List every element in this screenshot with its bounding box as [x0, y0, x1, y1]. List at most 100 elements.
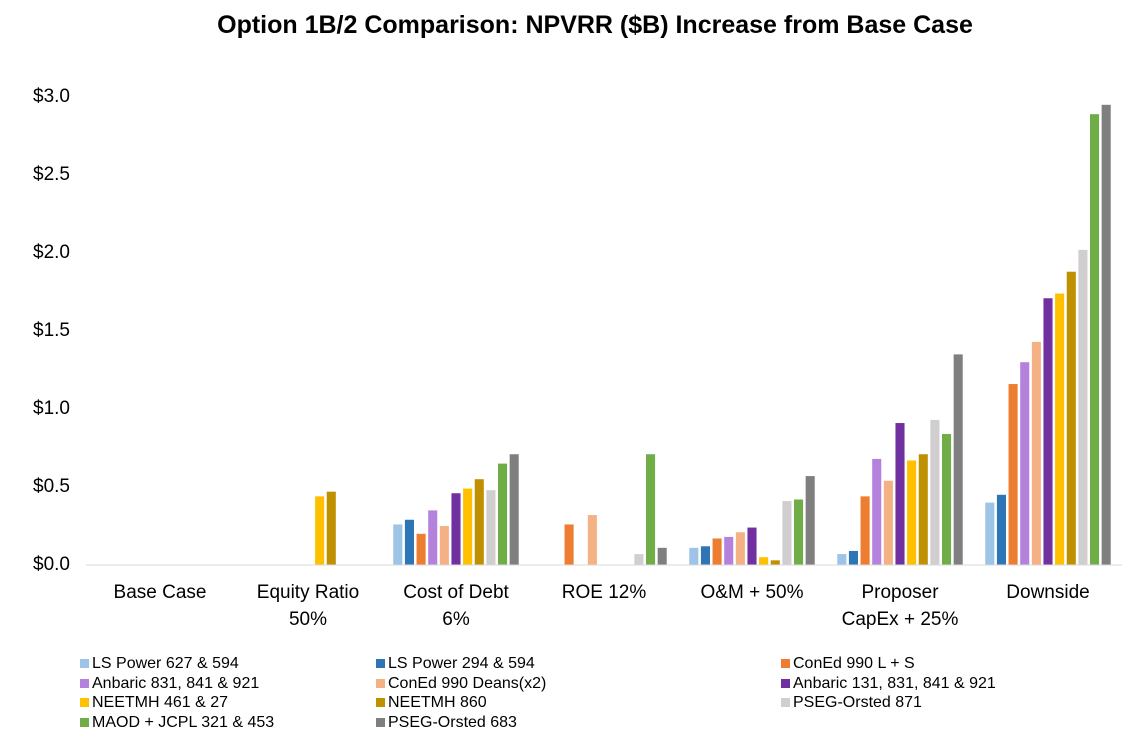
bar	[315, 496, 325, 565]
legend-label: Anbaric 831, 841 & 921	[92, 674, 260, 692]
bar	[942, 433, 952, 565]
legend-swatch	[376, 698, 385, 707]
y-tick-label: $2.5	[33, 164, 70, 185]
bar	[509, 454, 519, 565]
bar	[428, 510, 438, 565]
bar	[439, 526, 449, 565]
bar	[1055, 293, 1065, 565]
legend-entry: Anbaric 831, 841 & 921	[80, 674, 259, 693]
legend-label: ConEd 990 Deans(x2)	[388, 674, 547, 692]
y-tick-label: $0.5	[33, 476, 70, 497]
bar	[1020, 362, 1030, 565]
legend-entry: LS Power 294 & 594	[376, 654, 535, 673]
x-tick-label: ROE 12%	[561, 582, 647, 603]
legend-entry: NEETMH 461 & 27	[80, 693, 228, 712]
legend-swatch	[781, 678, 790, 688]
bar	[872, 458, 882, 565]
x-tick-label: Downside	[1006, 582, 1090, 603]
bar	[498, 463, 508, 565]
legend-entry: LS Power 627 & 594	[80, 654, 239, 673]
bar	[918, 454, 928, 565]
bar	[848, 550, 858, 565]
legend-swatch	[376, 659, 385, 668]
legend-entry: ConEd 990 Deans(x2)	[376, 674, 546, 693]
legend-swatch	[376, 717, 385, 727]
bar	[486, 490, 496, 565]
x-tick-label: Cost of Debt 6%	[403, 582, 509, 630]
bar	[587, 515, 597, 565]
legend-entry: MAOD + JCPL 321 & 453	[80, 713, 274, 732]
x-tick-label: Base Case	[113, 582, 207, 603]
legend-label: NEETMH 860	[388, 694, 487, 711]
bar	[634, 554, 644, 565]
bar	[1008, 384, 1018, 565]
bar	[837, 554, 847, 565]
bar	[564, 524, 574, 565]
bar	[451, 493, 461, 565]
legend-label: NEETMH 461 & 27	[92, 694, 229, 711]
x-tick-label: Equity Ratio 50%	[256, 582, 360, 630]
bar	[646, 454, 656, 565]
bar	[1043, 298, 1053, 565]
bar	[860, 496, 870, 565]
bar	[1078, 249, 1088, 565]
y-tick-label: $0.0	[33, 554, 70, 575]
bar	[1090, 114, 1100, 565]
bar	[735, 532, 745, 565]
bar	[930, 419, 940, 565]
y-tick-label: $3.0	[33, 86, 70, 107]
bar	[985, 502, 995, 565]
bar	[883, 480, 893, 565]
y-tick-label: $1.0	[33, 398, 70, 419]
legend-label: ConEd 990 L + S	[793, 655, 915, 672]
bar	[712, 538, 722, 565]
bar	[805, 476, 815, 565]
bar	[782, 501, 792, 565]
bar	[895, 423, 905, 565]
legend-label: MAOD + JCPL 321 & 453	[92, 713, 275, 731]
legend-swatch	[80, 678, 89, 688]
legend-label: LS Power 627 & 594	[92, 655, 239, 672]
bar	[474, 479, 484, 565]
x-tick-label: Proposer CapEx + 25%	[841, 582, 959, 630]
bar	[463, 488, 473, 565]
bar	[794, 499, 804, 565]
chart-title: Option 1B/2 Comparison: NPVRR ($B) Incre…	[217, 11, 973, 39]
legend-entry: NEETMH 860	[376, 693, 487, 712]
y-tick-label: $1.5	[33, 320, 70, 341]
legend-entry: PSEG-Orsted 683	[376, 713, 517, 732]
bar	[700, 546, 710, 565]
bar	[657, 547, 667, 565]
bar	[759, 557, 769, 565]
bar	[770, 560, 780, 565]
bar	[996, 494, 1006, 565]
bar	[1066, 271, 1076, 565]
bar	[953, 354, 963, 565]
legend-label: PSEG-Orsted 683	[388, 713, 517, 731]
legend-swatch	[80, 659, 89, 668]
legend-swatch	[781, 698, 790, 707]
legend-swatch	[781, 659, 790, 668]
legend-swatch	[80, 698, 89, 707]
bar	[1031, 341, 1041, 565]
y-tick-label: $2.0	[33, 242, 70, 263]
bar	[1101, 104, 1111, 566]
bar	[404, 519, 414, 565]
bar	[747, 527, 757, 565]
bar	[416, 533, 426, 565]
legend-entry: ConEd 990 L + S	[781, 654, 915, 673]
legend-entry: Anbaric 131, 831, 841 & 921	[781, 674, 996, 693]
legend-entry: PSEG-Orsted 871	[781, 693, 922, 712]
bar	[393, 524, 403, 565]
legend-label: Anbaric 131, 831, 841 & 921	[793, 674, 996, 692]
legend-swatch	[80, 717, 89, 727]
bar	[724, 536, 734, 565]
x-tick-label: O&M + 50%	[700, 582, 804, 603]
legend-swatch	[376, 678, 385, 688]
bar	[689, 547, 699, 565]
legend-label: LS Power 294 & 594	[388, 655, 535, 672]
legend-label: PSEG-Orsted 871	[793, 694, 922, 711]
bar	[907, 460, 917, 565]
